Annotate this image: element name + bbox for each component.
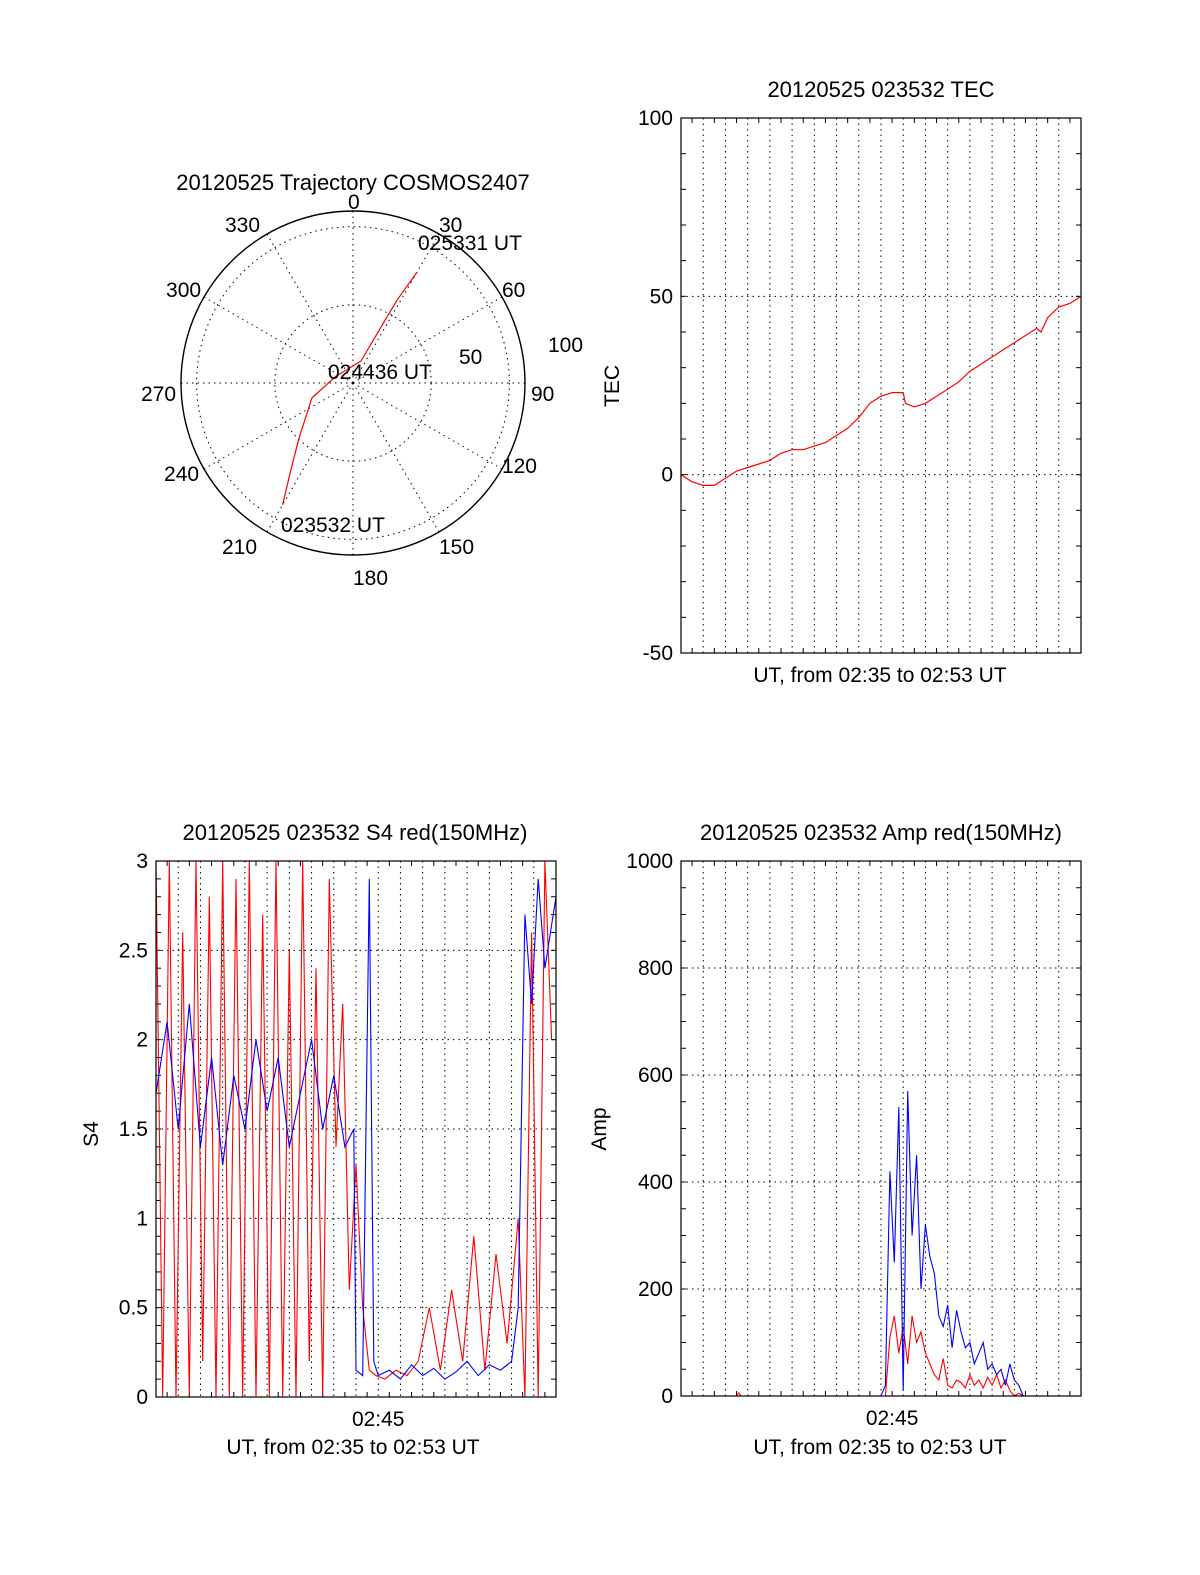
polar-angle-label-210: 210 (222, 536, 257, 559)
polar-spoke-300 (203, 296, 354, 384)
polar-spoke-240 (203, 382, 354, 470)
tec-y-tick-label: 50 (650, 285, 673, 308)
amp-blue-series-line (681, 1090, 1081, 1397)
polar-spoke-150 (352, 382, 440, 533)
polar-end-time-label: 025331 UT (418, 232, 522, 255)
polar-spoke-60 (352, 296, 503, 384)
tec-y-tick-label: 100 (638, 107, 673, 130)
polar-title: 20120525 Trajectory COSMOS2407 (176, 170, 529, 195)
amp-red-series-line (681, 1315, 1081, 1397)
s4-x-tick-label: 02:45 (352, 1408, 405, 1431)
tec-x-axis-label: UT, from 02:35 to 02:53 UT (753, 664, 1006, 687)
s4-x-axis-label: UT, from 02:35 to 02:53 UT (226, 1436, 479, 1459)
polar-angle-label-0: 0 (348, 191, 360, 214)
amp-y-tick-label: 0 (661, 1385, 673, 1408)
polar-angle-label-300: 300 (166, 279, 201, 302)
tec-title: 20120525 023532 TEC (767, 77, 994, 102)
polar-ring-100 (196, 226, 510, 540)
s4-y-axis-label: S4 (80, 1121, 103, 1147)
polar-angle-label-150: 150 (439, 536, 474, 559)
polar-radial-label-50: 50 (459, 346, 482, 369)
s4-y-tick-label: 1.5 (119, 1118, 148, 1141)
polar-angle-label-60: 60 (502, 279, 525, 302)
amp-y-tick-label: 600 (638, 1064, 673, 1087)
tec-grid (681, 118, 1081, 653)
s4-blue-series-line (155, 878, 557, 1380)
polar-spoke-120 (352, 382, 503, 470)
tec-y-axis-label: TEC (601, 365, 624, 407)
polar-spoke-30 (352, 233, 440, 384)
s4-y-tick-label: 0 (136, 1386, 148, 1409)
polar-spoke-330 (266, 233, 354, 384)
polar-spoke-210 (266, 382, 354, 533)
polar-mid-time-label: 024436 UT (328, 361, 432, 384)
polar-panel: 20120525 Trajectory COSMOS2407 0 30 60 90 12… (141, 170, 583, 590)
amp-panel: 20120525 023532 Amp red(150MHz) 0 200 400 6… (588, 820, 1082, 1459)
s4-y-tick-label: 0.5 (119, 1297, 148, 1320)
s4-x-tick-labels: 02:45 (352, 1408, 405, 1431)
s4-title: 20120525 023532 S4 red(150MHz) (183, 820, 528, 845)
polar-grid (181, 211, 525, 555)
polar-trajectory-line (282, 271, 418, 506)
tec-panel: 20120525 023532 TEC -50 0 50 100 TEC UT, fr… (601, 77, 1082, 687)
polar-start-time-label: 023532 UT (281, 514, 385, 537)
tec-plot-frame (680, 117, 1082, 654)
amp-grid (681, 861, 1081, 1396)
tec-y-tick-label: 0 (661, 464, 673, 487)
polar-angle-label-240: 240 (164, 463, 199, 486)
s4-y-tick-label: 2.5 (119, 939, 148, 962)
polar-angle-label-330: 330 (225, 214, 260, 237)
polar-angle-label-90: 90 (531, 383, 554, 406)
polar-angle-labels: 0 30 60 90 120 150 180 210 240 270 300 330 (141, 191, 554, 590)
amp-y-tick-labels: 0 200 400 600 800 1000 (626, 850, 673, 1408)
s4-panel: 20120525 023532 S4 red(150MHz) 0 0.5 1 1.5 2… (80, 820, 557, 1459)
tec-series-line (680, 295, 1082, 486)
amp-minor-ticks (681, 860, 1081, 1397)
s4-y-tick-label: 3 (136, 850, 148, 873)
amp-y-axis-label: Amp (588, 1107, 611, 1150)
amp-plot-frame (680, 860, 1082, 1397)
s4-red-series-line (155, 860, 553, 1398)
polar-angle-label-270: 270 (141, 383, 176, 406)
amp-x-axis-label: UT, from 02:35 to 02:53 UT (753, 1436, 1006, 1459)
s4-grid (156, 861, 556, 1397)
s4-y-tick-label: 1 (136, 1207, 148, 1230)
polar-angle-label-30: 30 (439, 214, 462, 237)
polar-radial-label-100: 100 (548, 334, 583, 357)
amp-y-tick-label: 800 (638, 957, 673, 980)
amp-y-tick-label: 200 (638, 1278, 673, 1301)
polar-angle-label-120: 120 (502, 455, 537, 478)
s4-y-tick-labels: 0 0.5 1 1.5 2 2.5 3 (119, 850, 148, 1409)
tec-minor-ticks (681, 117, 1081, 654)
tec-y-tick-label: -50 (643, 642, 673, 665)
polar-angle-label-180: 180 (353, 567, 388, 590)
amp-y-tick-label: 1000 (626, 850, 673, 873)
tec-y-tick-labels: -50 0 50 100 (638, 107, 673, 665)
amp-title: 20120525 023532 Amp red(150MHz) (700, 820, 1062, 845)
amp-y-tick-label: 400 (638, 1171, 673, 1194)
amp-x-tick-label: 02:45 (866, 1407, 919, 1430)
amp-x-tick-labels: 02:45 (866, 1407, 919, 1430)
s4-y-tick-label: 2 (136, 1029, 148, 1052)
s4-plot-frame (155, 860, 557, 1398)
